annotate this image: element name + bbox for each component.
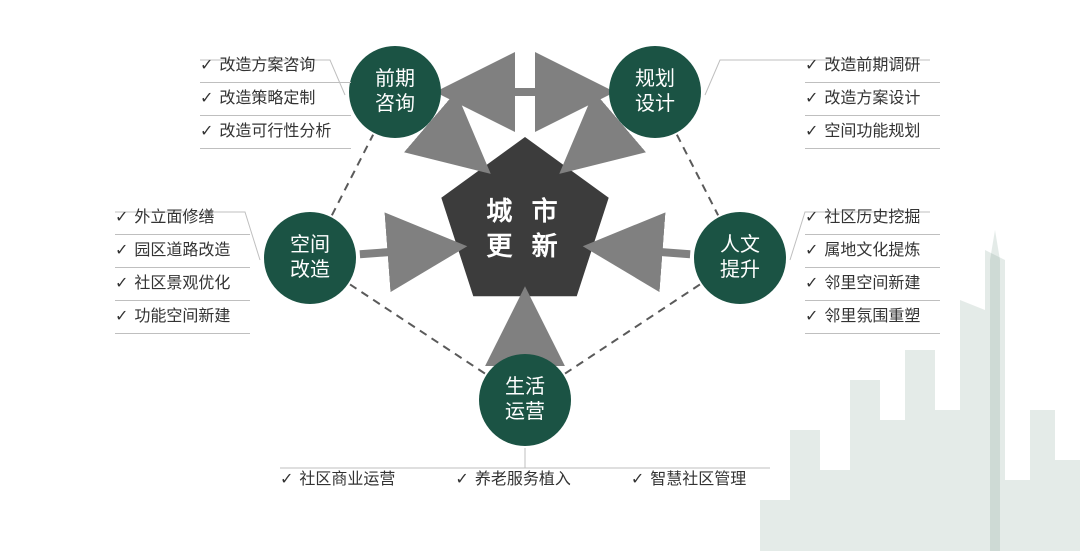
list-operation: ✓ 社区商业运营 ✓ 养老服务植入 ✓ 智慧社区管理 — [280, 472, 746, 488]
list-item-label: 改造前期调研 — [824, 57, 920, 74]
check-icon: ✓ — [115, 242, 128, 259]
list-item: ✓ 改造方案设计 — [805, 83, 940, 116]
node-consulting — [349, 46, 441, 138]
check-icon: ✓ — [631, 471, 644, 488]
list-item: ✓ 空间功能规划 — [805, 116, 940, 149]
list-item-label: 功能空间新建 — [134, 308, 230, 325]
check-icon: ✓ — [805, 275, 818, 292]
check-icon: ✓ — [805, 123, 818, 140]
arrow-planning — [577, 125, 617, 159]
diagram-stage: 城 市 更 新 前期 咨询规划 设计人文 提升生活 运营空间 改造 ✓改造方案咨… — [0, 0, 1080, 551]
list-item-label: 社区景观优化 — [134, 275, 230, 292]
list-item-label: 改造方案咨询 — [219, 57, 315, 74]
list-space: ✓ 外立面修缮 ✓ 园区道路改造 ✓ 社区景观优化 ✓ 功能空间新建 — [115, 202, 250, 334]
list-humanity: ✓ 社区历史挖掘 ✓ 属地文化提炼 ✓ 邻里空间新建 ✓ 邻里氛围重塑 — [805, 202, 940, 334]
arrow-humanity — [607, 248, 690, 254]
list-item-label: 改造策略定制 — [219, 90, 315, 107]
list-item: ✓ 改造前期调研 — [805, 50, 940, 83]
list-item-label: 社区商业运营 — [299, 471, 395, 488]
outer-edge — [350, 284, 485, 373]
list-item: ✓ 邻里空间新建 — [805, 268, 940, 301]
check-icon: ✓ — [200, 57, 213, 74]
center-pentagon — [441, 137, 608, 296]
list-item-label: 智慧社区管理 — [650, 471, 746, 488]
node-space — [264, 212, 356, 304]
list-item-label: 属地文化提炼 — [824, 242, 920, 259]
check-icon: ✓ — [455, 471, 468, 488]
check-icon: ✓ — [200, 123, 213, 140]
list-item: ✓ 改造策略定制 — [200, 83, 351, 116]
check-icon: ✓ — [115, 275, 128, 292]
list-item-label: 改造可行性分析 — [219, 123, 331, 140]
list-item-label: 改造方案设计 — [824, 90, 920, 107]
node-planning — [609, 46, 701, 138]
list-item: ✓ 改造可行性分析 — [200, 116, 351, 149]
list-item: ✓ 园区道路改造 — [115, 235, 250, 268]
list-item: ✓ 邻里氛围重塑 — [805, 301, 940, 334]
list-item-label: 养老服务植入 — [475, 471, 571, 488]
outer-edge — [677, 135, 718, 216]
list-item: ✓ 社区历史挖掘 — [805, 202, 940, 235]
list-item: ✓ 智慧社区管理 — [631, 472, 746, 488]
check-icon: ✓ — [805, 57, 818, 74]
list-item: ✓ 社区景观优化 — [115, 268, 250, 301]
node-humanity — [694, 212, 786, 304]
list-item: ✓ 养老服务植入 — [455, 472, 570, 488]
check-icon: ✓ — [805, 308, 818, 325]
list-consulting: ✓ 改造方案咨询 ✓ 改造策略定制 ✓ 改造可行性分析 — [200, 50, 351, 149]
check-icon: ✓ — [805, 242, 818, 259]
arrow-consulting — [433, 125, 473, 159]
list-planning: ✓ 改造前期调研 ✓ 改造方案设计 ✓ 空间功能规划 — [805, 50, 940, 149]
list-item: ✓ 社区商业运营 — [280, 472, 395, 488]
list-item-label: 外立面修缮 — [134, 209, 214, 226]
list-item-label: 邻里空间新建 — [824, 275, 920, 292]
check-icon: ✓ — [115, 308, 128, 325]
check-icon: ✓ — [200, 90, 213, 107]
check-icon: ✓ — [280, 471, 293, 488]
arrow-space — [360, 248, 443, 254]
list-item: ✓ 功能空间新建 — [115, 301, 250, 334]
check-icon: ✓ — [805, 90, 818, 107]
list-item-label: 空间功能规划 — [824, 123, 920, 140]
list-item: ✓ 属地文化提炼 — [805, 235, 940, 268]
list-item: ✓ 改造方案咨询 — [200, 50, 351, 83]
list-item-label: 社区历史挖掘 — [824, 209, 920, 226]
list-item-label: 园区道路改造 — [134, 242, 230, 259]
node-operation — [479, 354, 571, 446]
outer-edge — [565, 284, 700, 373]
list-item-label: 邻里氛围重塑 — [824, 308, 920, 325]
check-icon: ✓ — [115, 209, 128, 226]
check-icon: ✓ — [805, 209, 818, 226]
list-item: ✓ 外立面修缮 — [115, 202, 250, 235]
